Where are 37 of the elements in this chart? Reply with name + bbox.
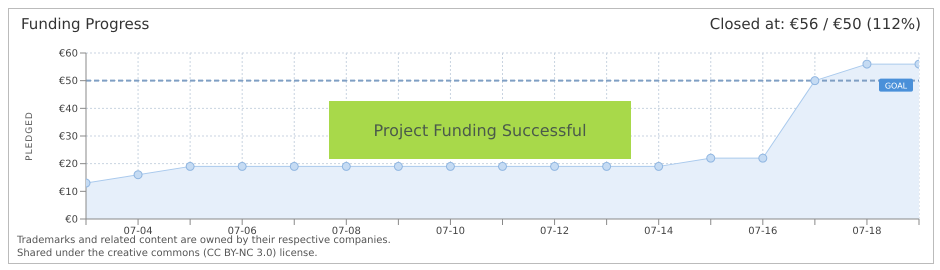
- ref-line-label: GOAL: [884, 82, 908, 91]
- x-tick-label: 07-12: [540, 226, 570, 238]
- point: [342, 162, 351, 171]
- point: [810, 76, 820, 86]
- x-tick-label: 07-10: [436, 226, 465, 238]
- y-tick-label: €20: [58, 159, 78, 170]
- y-tick-label: €50: [58, 76, 78, 88]
- x-tick-label: 07-04: [124, 226, 153, 238]
- x-tick-label: 07-08: [332, 226, 361, 238]
- point: [446, 162, 455, 171]
- text: Trademarks and related content are owned by their respective companies.: [17, 234, 391, 247]
- x-tick-label: 07-06: [228, 226, 257, 238]
- point: [394, 162, 403, 171]
- point: [186, 162, 195, 171]
- y-tick-label: €30: [58, 132, 78, 143]
- y-tick-label: €40: [58, 104, 78, 115]
- x-tick-label: 07-16: [748, 226, 778, 238]
- point: [134, 170, 143, 180]
- chart-title: Funding Progress: [21, 15, 150, 33]
- point: [654, 162, 664, 171]
- y-tick-label: €60: [58, 48, 78, 60]
- point: [498, 162, 507, 171]
- point: [862, 60, 872, 69]
- point: [602, 162, 612, 171]
- point: [238, 162, 247, 171]
- success-banner: Project Funding Successful: [329, 101, 631, 159]
- point: [758, 154, 768, 163]
- x-tick-label: 07-18: [852, 226, 882, 238]
- text: Closed at: €56 / €50 (112%): [710, 15, 921, 33]
- text: Shared under the creative commons (CC BY-NC 3.0) license.: [17, 247, 319, 260]
- point: [706, 154, 716, 163]
- point: [550, 162, 560, 171]
- point: [290, 162, 299, 171]
- y-axis-title: PLEDGED: [25, 111, 36, 161]
- x-tick-label: 07-14: [644, 226, 674, 238]
- y-tick-label: €10: [58, 186, 78, 198]
- y-tick-label: €0: [65, 214, 78, 226]
